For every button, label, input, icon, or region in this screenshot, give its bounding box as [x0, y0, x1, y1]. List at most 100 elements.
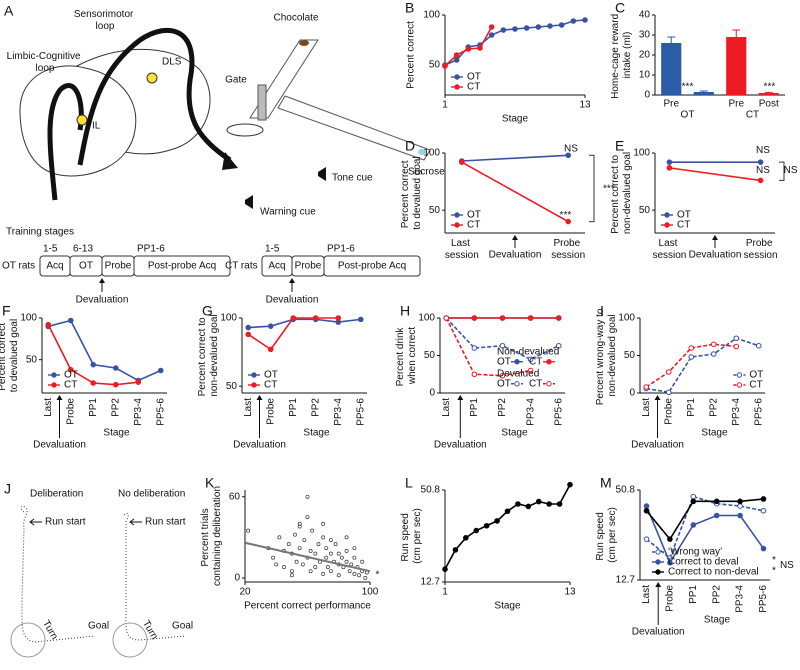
turn-zone — [10, 622, 46, 658]
series-line — [247, 317, 339, 351]
marker — [442, 566, 448, 573]
legend-marker — [251, 372, 257, 378]
text-line: non-devalued goal — [209, 314, 220, 396]
marker — [757, 177, 764, 184]
legend-label: OT — [677, 210, 691, 221]
x-tick-label: 20 — [239, 587, 251, 598]
y-axis-label: Percent drink when correct — [395, 325, 418, 387]
x-tick-label: PP1 — [288, 398, 299, 417]
marker — [525, 503, 532, 510]
limbic-loop — [47, 83, 84, 201]
scatter-point — [321, 535, 326, 540]
y-tick-label: 0 — [644, 90, 650, 101]
chocolate-reward — [299, 40, 309, 46]
stage-range: PP1-6 — [327, 244, 355, 255]
gate — [257, 84, 267, 121]
label: Gate — [225, 75, 247, 86]
marker — [67, 366, 74, 373]
fit-line — [244, 541, 371, 573]
legend-label: CT — [529, 378, 542, 389]
label: Turn — [40, 619, 60, 642]
legend-marker — [454, 212, 460, 218]
scatter-point — [274, 562, 279, 567]
marker — [643, 507, 650, 514]
label: Limbic-Cognitive loop — [7, 51, 84, 74]
scatter-point — [347, 569, 352, 574]
y-tick-label: 40 — [639, 10, 651, 21]
marker — [523, 25, 530, 31]
marker — [737, 512, 743, 519]
scatter-point — [352, 555, 357, 560]
marker — [527, 367, 534, 374]
x-tick-label: PP2 — [708, 398, 719, 417]
marker — [471, 315, 478, 321]
stage-box — [323, 255, 421, 277]
x-tick-label: PP5-6 — [155, 398, 166, 426]
marker — [459, 159, 465, 165]
label: Goal — [172, 621, 193, 632]
scatter-point — [357, 573, 362, 578]
marker — [737, 498, 743, 505]
stage-label: OT — [79, 261, 93, 272]
legend-label: OT — [467, 72, 481, 83]
legend-label: CT — [264, 380, 277, 391]
series-line — [645, 498, 764, 541]
scatter-point — [305, 515, 310, 520]
legend-marker — [736, 372, 743, 378]
scatter-point — [324, 555, 329, 560]
label: Sucrose — [408, 167, 445, 178]
panel-letter: H — [400, 303, 410, 319]
event-label: Devaluation — [489, 250, 542, 261]
scatter-point — [321, 521, 326, 526]
y-tick-label: 50 — [429, 205, 441, 216]
marker — [688, 345, 695, 351]
y-axis-label: Run speed (cm per sec) — [595, 507, 618, 563]
text-line: Run speed — [595, 509, 606, 560]
y-tick-label: 50 — [26, 354, 38, 365]
bar — [661, 43, 682, 95]
text-line: session — [744, 250, 778, 261]
legend-marker — [454, 222, 460, 228]
x-axis-label: Stage — [494, 601, 521, 612]
text-line: Percent correct — [400, 158, 411, 229]
series-line — [645, 343, 737, 388]
y-axis-label: Percent correct to non-devalued goal — [197, 314, 220, 396]
annotation: NS — [784, 165, 798, 176]
x-tick-label: Probe session — [744, 238, 778, 261]
marker — [527, 315, 534, 321]
scatter-point — [339, 555, 344, 560]
arrowhead — [655, 582, 662, 587]
y-tick-label: 0 — [629, 388, 635, 399]
y-tick-label: 0 — [234, 573, 240, 584]
stage-label: Acq — [46, 261, 63, 272]
y-tick-label: 20 — [639, 50, 651, 61]
marker — [665, 389, 672, 396]
marker — [527, 356, 534, 363]
marker — [357, 316, 364, 323]
stage-range: PP1-6 — [137, 244, 165, 255]
arrow — [129, 518, 142, 526]
scatter-point — [246, 528, 251, 533]
y-axis-label: Run speed (cm per sec) — [400, 508, 423, 564]
marker — [245, 324, 252, 331]
annotation: *** — [764, 82, 776, 93]
event-label: Devaluation — [632, 627, 685, 638]
legend-marker — [664, 212, 670, 218]
text-line: Percent wrong-way to — [595, 306, 606, 406]
scatter-point — [300, 562, 305, 567]
marker — [667, 559, 673, 566]
x-tick-label: Last — [441, 398, 452, 417]
text-line: Probe — [553, 238, 582, 249]
x-axis-label: Percent correct performance — [244, 601, 371, 612]
speaker — [245, 195, 253, 209]
scatter-point — [336, 551, 341, 556]
scatter-point — [352, 571, 357, 576]
y-tick-label: 50 — [226, 381, 238, 392]
x-tick-label: PP1 — [469, 398, 480, 417]
marker — [733, 343, 740, 350]
legend-marker — [51, 372, 57, 378]
text-line: Limbic-Cognitive — [7, 51, 84, 62]
marker — [512, 26, 518, 32]
series-line — [669, 167, 761, 182]
scatter-point — [305, 494, 310, 499]
